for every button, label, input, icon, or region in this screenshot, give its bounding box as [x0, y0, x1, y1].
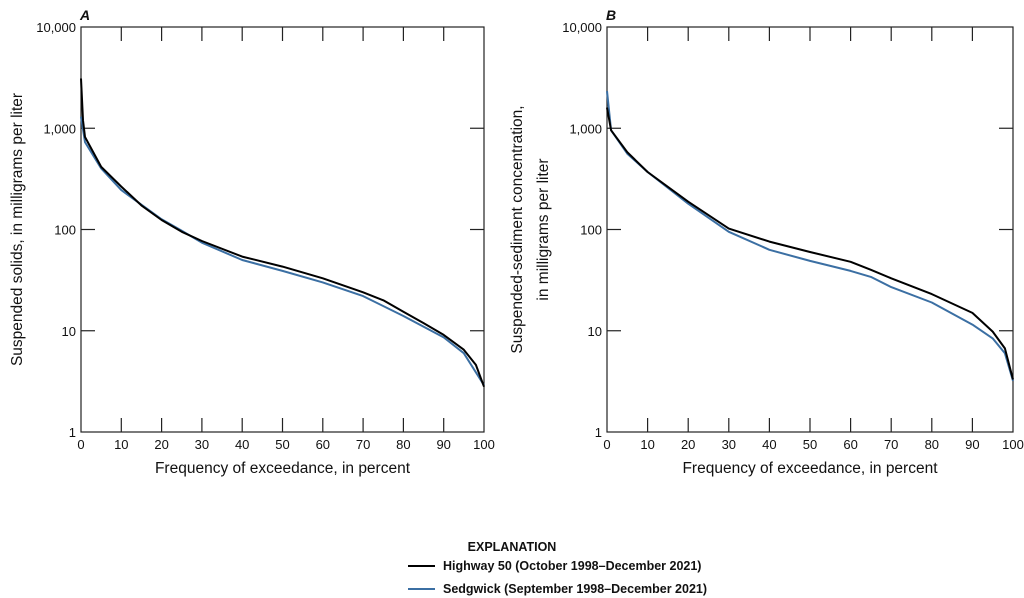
x-tick-label: 50	[275, 437, 289, 452]
legend-title: EXPLANATION	[468, 540, 557, 554]
y-axis-label: Suspended-sediment concentration,	[509, 105, 526, 353]
y-tick-label: 10,000	[562, 20, 602, 35]
legend: EXPLANATION Highway 50 (October 1998–Dec…	[408, 540, 707, 596]
x-axis-label: Frequency of exceedance, in percent	[155, 460, 411, 477]
panel-B: B0 10 20 30 40 50 60 70 80 90 1001101001,00010,000…	[509, 7, 1024, 477]
x-tick-label: 20	[154, 437, 168, 452]
x-tick-label: 0	[603, 437, 610, 452]
y-tick-label: 100	[580, 223, 602, 238]
x-tick-label: 70	[356, 437, 370, 452]
x-tick-label: 10	[114, 437, 128, 452]
x-tick-label: 100	[1002, 437, 1024, 452]
y-tick-label: 1	[69, 425, 76, 440]
x-tick-label: 70	[884, 437, 898, 452]
x-tick-label: 30	[195, 437, 209, 452]
series-line-sedgwick	[606, 90, 1014, 382]
series-line-highway-50	[80, 78, 485, 388]
x-tick-label: 100	[473, 437, 495, 452]
x-tick-label: 40	[235, 437, 249, 452]
y-axis-label: Suspended solids, in milligrams per lite…	[9, 93, 26, 366]
x-tick-label: 40	[762, 437, 776, 452]
y-tick-label: 10	[62, 324, 76, 339]
x-tick-label: 80	[396, 437, 410, 452]
x-tick-label: 30	[722, 437, 736, 452]
series-line-highway-50	[606, 107, 1014, 380]
x-tick-label: 0	[77, 437, 84, 452]
y-axis-label: in milligrams per liter	[535, 158, 552, 300]
x-axis-label: Frequency of exceedance, in percent	[682, 460, 938, 477]
panel-label: B	[606, 7, 616, 23]
x-tick-label: 90	[965, 437, 979, 452]
legend-label-sedgwick: Sedgwick (September 1998–December 2021)	[443, 582, 707, 596]
y-tick-label: 10,000	[36, 20, 76, 35]
x-tick-label: 10	[640, 437, 654, 452]
plot-frame	[80, 26, 485, 433]
legend-label-highway-50: Highway 50 (October 1998–December 2021)	[443, 559, 701, 573]
plot-frame	[606, 26, 1014, 433]
x-tick-label: 20	[681, 437, 695, 452]
y-tick-label: 1	[595, 425, 602, 440]
panel-label: A	[79, 7, 90, 23]
panel-A: A0 10 20 30 40 50 60 70 80 90 1001101001,00010,000…	[9, 7, 495, 477]
x-tick-label: 60	[316, 437, 330, 452]
x-tick-label: 90	[436, 437, 450, 452]
series-line-sedgwick	[80, 116, 485, 386]
y-tick-label: 1,000	[43, 121, 76, 136]
y-tick-label: 10	[588, 324, 602, 339]
x-tick-label: 80	[925, 437, 939, 452]
y-tick-label: 1,000	[569, 121, 602, 136]
x-tick-label: 50	[803, 437, 817, 452]
y-tick-label: 100	[54, 223, 76, 238]
x-tick-label: 60	[843, 437, 857, 452]
